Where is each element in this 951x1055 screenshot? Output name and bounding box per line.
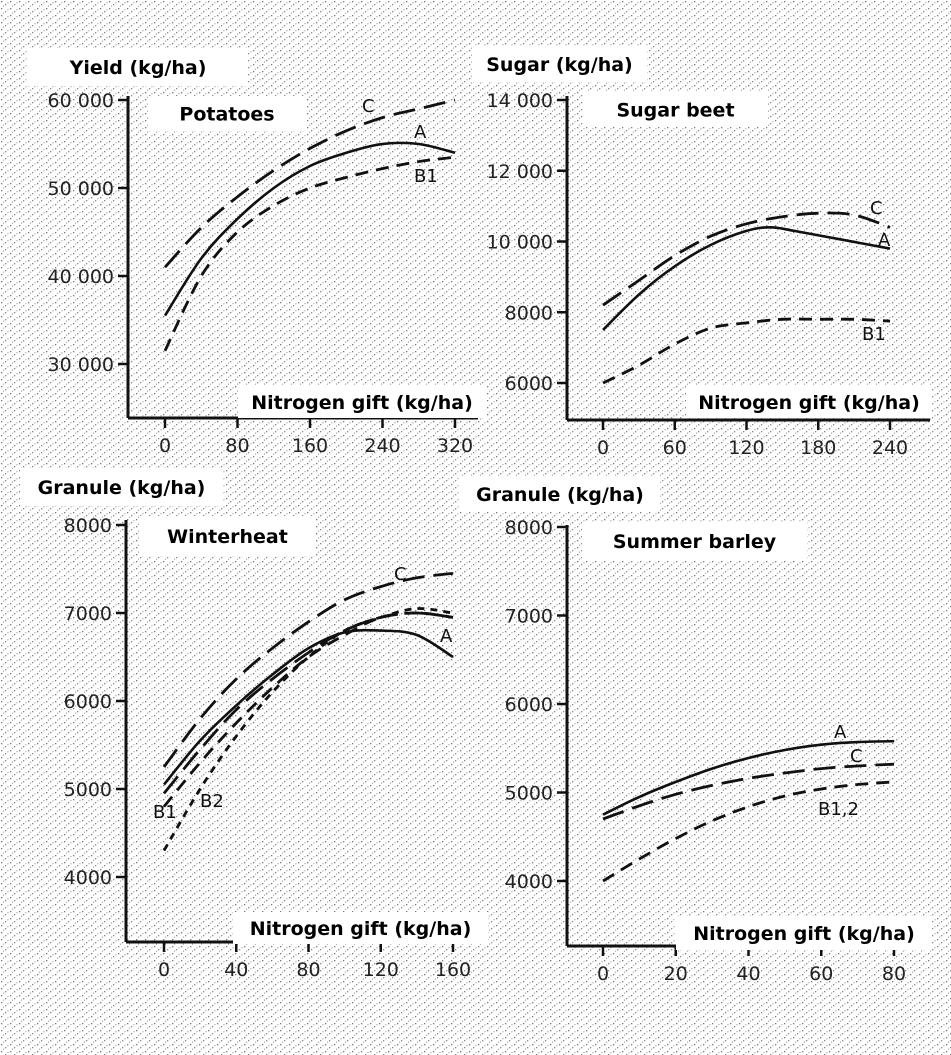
chart-panel-1: 30 000 40 000 50 000 60 000 0 80 160 240 320 C A B1… xyxy=(28,48,486,457)
chart-title: Potatoes xyxy=(179,104,274,126)
x-axis-title: Nitrogen gift (kg/ha) xyxy=(698,392,920,414)
chart-title-box xyxy=(582,522,807,560)
series-line-a xyxy=(163,141,456,317)
y-tick-label: 8000 xyxy=(505,302,553,324)
y-axis-title-box xyxy=(460,476,660,512)
series-line-c xyxy=(162,572,454,768)
x-tick-label: 80 xyxy=(225,435,249,457)
x-tick-label: 240 xyxy=(364,435,400,457)
y-axis-title: Sugar (kg/ha) xyxy=(486,54,633,76)
x-tick-label: 40 xyxy=(736,963,760,985)
series-line-b1 xyxy=(162,611,454,808)
series-label: C xyxy=(870,198,883,219)
series-label: B1 xyxy=(414,166,438,187)
x-axis-title: Nitrogen gift (kg/ha) xyxy=(250,918,472,940)
series-label: C xyxy=(394,564,407,585)
y-tick-label: 6000 xyxy=(505,694,553,716)
x-tick-label: 320 xyxy=(437,435,473,457)
y-tick-label: 6000 xyxy=(505,373,553,395)
x-tick-label: 120 xyxy=(363,959,399,981)
chart-panel-3: 4000 5000 6000 7000 8000 0 40 80 120 160 C A B1 B2 Gra… xyxy=(20,468,488,981)
y-axis-title: Yield (kg/ha) xyxy=(69,57,207,79)
x-tick-label: 180 xyxy=(800,437,836,459)
chart-title-box xyxy=(148,96,306,131)
x-axis-title: Nitrogen gift (kg/ha) xyxy=(251,392,473,414)
y-tick-label: 7000 xyxy=(505,606,553,628)
y-tick-label: 10 000 xyxy=(487,232,553,254)
series-line-b1 xyxy=(602,317,891,385)
x-tick-label: 0 xyxy=(158,959,170,981)
y-tick-label: 5000 xyxy=(64,779,112,801)
y-axis-title-box xyxy=(28,48,248,86)
y-tick-label: 50 000 xyxy=(48,178,114,200)
x-tick-label: 160 xyxy=(292,435,328,457)
chart-title-box xyxy=(140,516,315,556)
series-line-unlabeled xyxy=(162,611,454,795)
x-tick-label: 60 xyxy=(809,963,833,985)
series-label: C xyxy=(850,746,863,767)
x-tick-label: 80 xyxy=(296,959,320,981)
series-line-a xyxy=(602,225,891,331)
y-tick-label: 14 000 xyxy=(487,90,553,112)
y-tick-label: 8000 xyxy=(505,517,553,539)
series-line-b12 xyxy=(602,780,895,883)
y-axis-title-box xyxy=(472,46,647,82)
series-line-b2 xyxy=(162,607,454,852)
series-label: A xyxy=(414,122,427,143)
y-tick-label: 4000 xyxy=(64,867,112,889)
y-tick-label: 12 000 xyxy=(487,161,553,183)
x-tick-label: 60 xyxy=(663,437,687,459)
x-axis-title-box xyxy=(233,912,488,944)
series-line-c xyxy=(602,762,895,821)
x-axis-title-box xyxy=(686,386,932,418)
chart-panel-2: 6000 8000 10 000 12 000 14 000 0 60 120 180 240 CA… xyxy=(472,46,932,459)
chart-title: Winterheat xyxy=(167,526,288,548)
series-label: C xyxy=(362,96,375,117)
series-label: B1,2 xyxy=(818,799,859,820)
y-tick-label: 8000 xyxy=(64,515,112,537)
x-tick-label: 0 xyxy=(597,963,609,985)
series-label: A xyxy=(834,722,847,743)
y-tick-label: 5000 xyxy=(505,783,553,805)
y-axis-title: Granule (kg/ha) xyxy=(476,484,644,506)
chart-panel-4: 4000 5000 6000 7000 8000 0 20 40 60 80 AC B1,2 Granu… xyxy=(460,476,932,985)
series-label: A xyxy=(878,230,891,251)
series-label: B1 xyxy=(862,324,886,345)
x-tick-label: 80 xyxy=(882,963,906,985)
y-tick-label: 30 000 xyxy=(48,354,114,376)
chart-title: Sugar beet xyxy=(616,100,734,122)
x-tick-label: 40 xyxy=(224,959,248,981)
y-tick-label: 7000 xyxy=(64,603,112,625)
x-tick-label: 20 xyxy=(664,963,688,985)
series-line-b1 xyxy=(163,155,456,352)
x-axis-title: Nitrogen gift (kg/ha) xyxy=(693,923,915,945)
series-line-a xyxy=(162,628,454,786)
series-line-a xyxy=(602,739,895,816)
x-axis-title-box xyxy=(676,916,932,950)
series-line-c xyxy=(602,211,891,307)
y-axis-title: Granule (kg/ha) xyxy=(38,477,206,499)
x-tick-label: 0 xyxy=(597,437,609,459)
x-tick-label: 240 xyxy=(872,437,908,459)
x-tick-label: 0 xyxy=(159,435,171,457)
x-axis-title-box xyxy=(238,386,486,418)
y-tick-label: 60 000 xyxy=(48,90,114,112)
series-line-c xyxy=(163,98,456,269)
y-tick-label: 6000 xyxy=(64,691,112,713)
series-label: A xyxy=(440,626,453,647)
chart-title-box xyxy=(583,92,768,127)
x-tick-label: 120 xyxy=(728,437,764,459)
x-tick-label: 160 xyxy=(435,959,471,981)
y-axis-title-box xyxy=(20,468,223,506)
series-label: B2 xyxy=(200,791,224,812)
y-tick-label: 40 000 xyxy=(48,266,114,288)
y-tick-label: 4000 xyxy=(505,871,553,893)
chart-title: Summer barley xyxy=(613,531,777,553)
series-label: B1 xyxy=(153,802,177,823)
